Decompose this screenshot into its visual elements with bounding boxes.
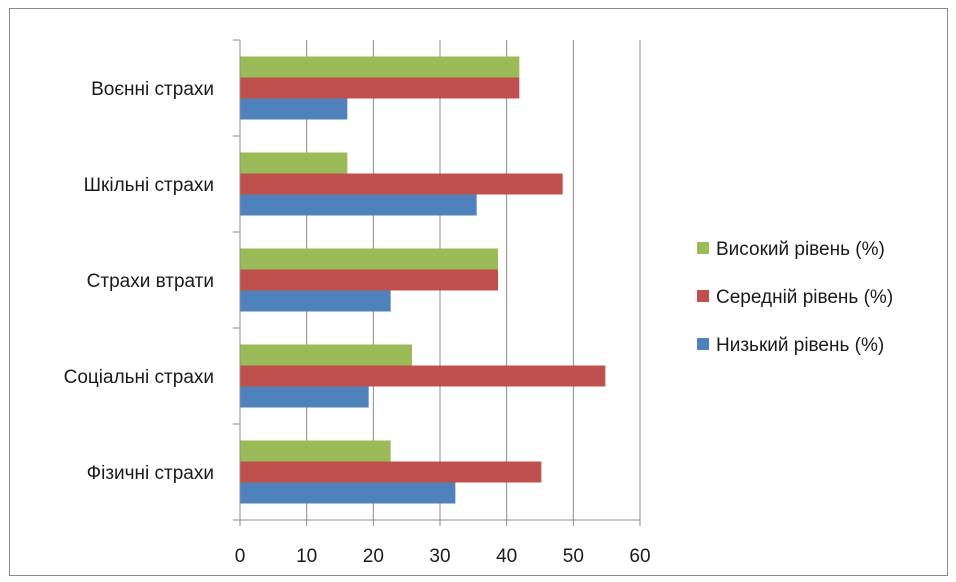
bar-low-1 [240,386,369,408]
labels: 0 10 20 30 40 50 60 Фізичні страхи Соціальні стр… [64,79,651,567]
legend-label: Середній рівень (%) [716,287,893,308]
bar-medium-4 [240,77,520,99]
x-tick-label: 50 [563,546,584,567]
legend-label: Високий рівень (%) [716,239,885,260]
category-label: Воєнні страхи [91,79,214,100]
x-tick-label: 0 [235,546,246,567]
category-label: Соціальні страхи [64,367,214,388]
bar-high-4 [240,56,520,78]
x-tick-label: 20 [363,546,384,567]
legend: Високий рівень (%) Середній рівень (%) Низ… [697,239,893,356]
bar-medium-2 [240,269,498,291]
x-tick-label: 60 [629,546,650,567]
bars [240,56,606,504]
x-tick-label: 10 [296,546,317,567]
x-tick-label: 30 [429,546,450,567]
bar-high-2 [240,248,498,270]
bar-high-0 [240,440,391,462]
bar-low-0 [240,482,456,504]
legend-swatch [697,242,709,254]
bar-high-1 [240,344,412,366]
bar-low-4 [240,98,348,120]
legend-swatch [697,338,709,350]
bar-low-2 [240,290,391,312]
bar-high-3 [240,152,348,174]
bar-medium-0 [240,461,542,483]
category-label: Фізичні страхи [87,463,214,484]
axes [233,39,641,526]
x-tick-label: 40 [496,546,517,567]
category-label: Страхи втрати [87,271,214,292]
legend-swatch [697,290,709,302]
gridlines [306,40,641,520]
category-label: Шкільні страхи [84,175,214,196]
bar-medium-1 [240,365,606,387]
bar-low-3 [240,194,477,216]
legend-label: Низький рівень (%) [716,335,884,356]
bar-medium-3 [240,173,563,195]
